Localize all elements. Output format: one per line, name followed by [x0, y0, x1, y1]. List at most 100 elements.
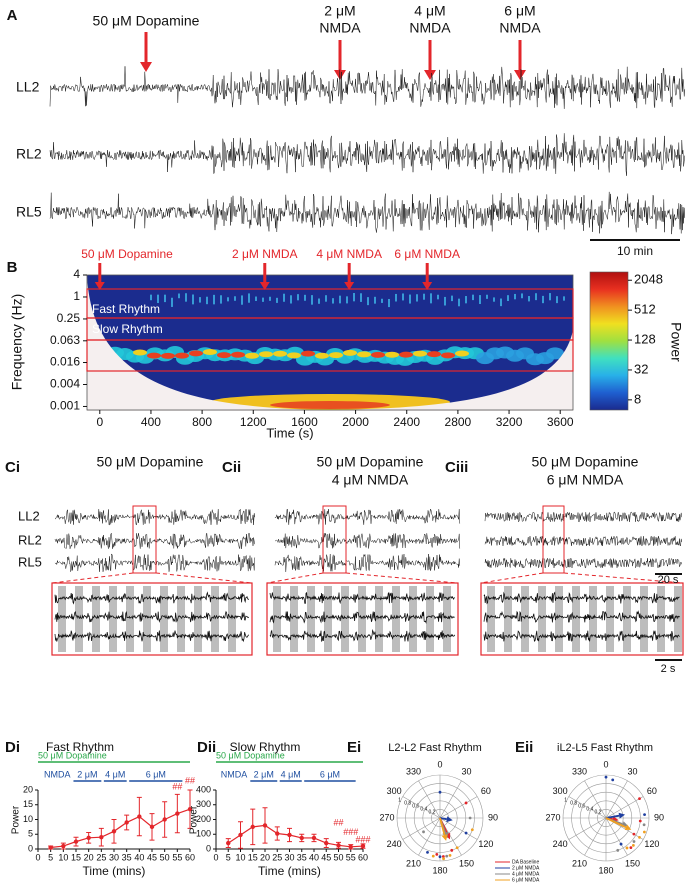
theta-tick-label: 330	[406, 766, 421, 776]
y-tick-label: 0.063	[50, 333, 80, 347]
angular-grid	[605, 780, 628, 819]
point	[438, 790, 442, 794]
spectrogram-blob	[413, 350, 427, 357]
r-tick-label: 0.4	[420, 806, 427, 812]
point	[431, 854, 435, 858]
zoom-stripe	[538, 586, 546, 652]
trace-label: RL2	[16, 146, 42, 162]
arrow-head	[446, 816, 453, 823]
panel-label: Di	[5, 739, 20, 756]
panel-title: 50 μM Dopamine	[532, 454, 639, 470]
panel-label: Ciii	[445, 459, 468, 476]
zoom-stripe	[392, 586, 400, 652]
theta-tick-label: 150	[459, 858, 474, 868]
theta-tick-label: 210	[572, 858, 587, 868]
theta-tick-label: 240	[553, 839, 568, 849]
x-tick-label: 3200	[496, 415, 523, 429]
spectrogram-blob	[301, 350, 315, 357]
point	[442, 857, 445, 861]
spectrogram-blob	[311, 295, 313, 305]
point	[238, 832, 243, 838]
treatment-label: 6 μM	[320, 769, 340, 779]
theta-tick-label: 180	[432, 865, 447, 875]
point	[464, 801, 468, 805]
event-arrow-head	[422, 282, 433, 290]
y-tick-label: 0.004	[50, 377, 80, 391]
zoom-guide	[563, 572, 684, 584]
zoom-guide	[480, 572, 544, 584]
colorbar-title: Power	[668, 322, 684, 362]
spectrogram-blob	[427, 351, 441, 358]
point	[629, 846, 633, 850]
spectrogram-blob	[451, 295, 453, 302]
panel-title: 6 μM NMDA	[547, 472, 624, 488]
y-tick-label: 100	[196, 829, 211, 839]
theta-tick-label: 30	[627, 766, 637, 776]
spectrogram-blob	[217, 352, 231, 359]
y-tick-label: 4	[73, 267, 80, 281]
zoom-box	[132, 505, 157, 574]
treatment-label: 6 μM	[146, 769, 166, 779]
zoom-trace	[54, 591, 250, 605]
spectrogram-blob	[241, 295, 243, 305]
spectrogram-blob	[416, 294, 418, 302]
theta-tick-label: 0	[603, 759, 608, 769]
point	[625, 846, 629, 850]
spectrogram-blob	[206, 296, 208, 305]
x-tick-label: 45	[321, 852, 331, 862]
zoom-stripe	[640, 586, 648, 652]
spectrogram-blob	[507, 295, 509, 301]
panel-title: 4 μM NMDA	[332, 472, 409, 488]
zoom-stripe	[623, 586, 631, 652]
spectrogram-blob	[199, 297, 201, 303]
trace	[49, 66, 686, 109]
spectrogram-blob	[385, 351, 399, 358]
r-tick-label: 0.2	[428, 809, 435, 815]
colorbar-tick-label: 128	[634, 331, 656, 346]
zoom-box	[322, 505, 347, 574]
annotation: ##	[333, 818, 343, 828]
y-tick-label: 1	[73, 289, 80, 303]
spectrogram-blob	[248, 293, 250, 303]
event-label: NMDA	[409, 20, 451, 36]
colorbar-tick-label: 2048	[634, 272, 663, 287]
zoom-trace	[483, 610, 680, 623]
r-tick-label: 0.2	[594, 809, 601, 815]
y-tick-label: 20	[23, 784, 33, 794]
band-label: Slow Rhythm	[92, 322, 163, 336]
spectrogram-blob	[479, 295, 481, 304]
spectrogram-blob	[409, 294, 411, 304]
point	[455, 846, 459, 850]
spectrogram-blob	[287, 352, 301, 359]
point	[137, 814, 142, 819]
spectrogram-blob	[381, 298, 383, 303]
event-arrow-head	[94, 282, 105, 290]
point	[149, 824, 155, 830]
x-tick-label: 25	[272, 852, 282, 862]
spectrogram-blob	[290, 295, 292, 304]
trace-label: LL2	[18, 508, 40, 523]
point	[441, 855, 445, 858]
zoom-stripe	[358, 586, 366, 652]
zoom-stripe	[487, 586, 495, 652]
x-tick-label: 0	[96, 415, 103, 429]
treatment-label: 50 μM Dopamine	[38, 750, 107, 760]
spectrogram-blob	[283, 293, 285, 302]
r-tick-label: 0.8	[570, 801, 577, 807]
spectrogram-blob	[147, 352, 161, 359]
theta-tick-label: 210	[406, 858, 421, 868]
point	[464, 831, 468, 835]
r-tick-label: 1	[564, 798, 567, 804]
angular-grid	[568, 817, 607, 840]
spectrogram-blob	[367, 297, 369, 306]
zoom-trace	[483, 591, 680, 605]
x-tick-label: 40	[309, 852, 319, 862]
x-tick-label: 15	[71, 852, 81, 862]
colorbar-tick-label: 32	[634, 361, 648, 376]
panel-label: Ei	[347, 739, 361, 756]
trace	[484, 511, 683, 523]
event-label: 6 μM NMDA	[394, 247, 460, 261]
spectrogram-blob	[563, 296, 565, 301]
point	[616, 848, 620, 852]
x-tick-label: 35	[122, 852, 132, 862]
